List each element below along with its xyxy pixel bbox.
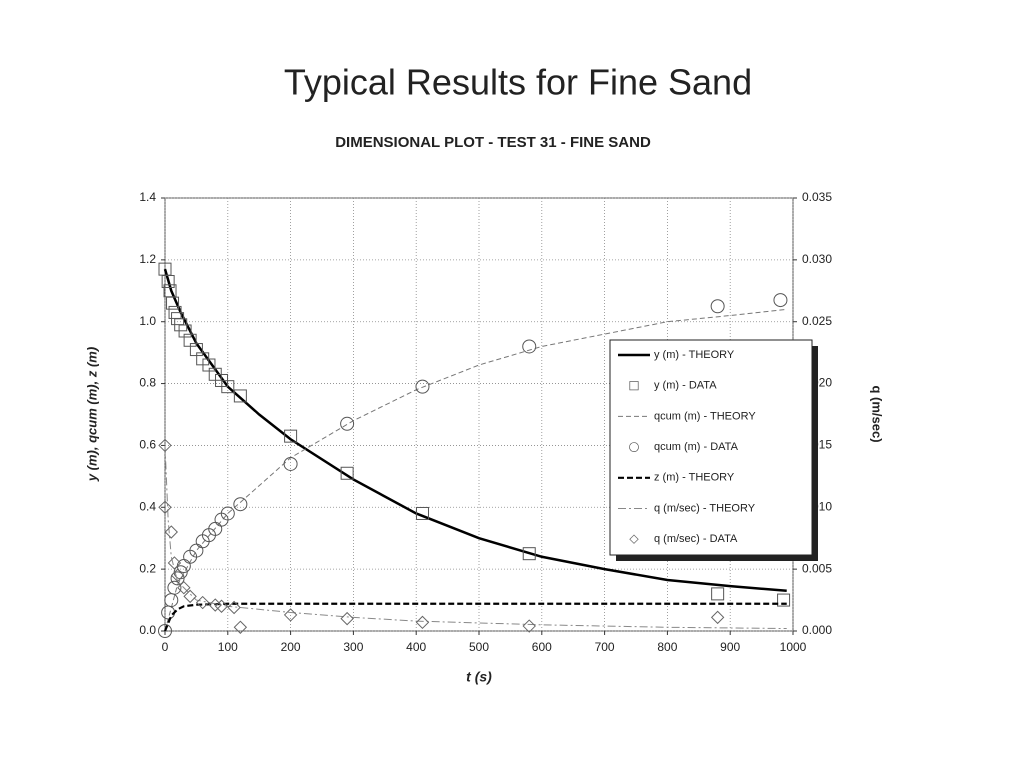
diamond-marker — [158, 438, 172, 453]
diamond-marker — [183, 589, 197, 604]
diamond-marker — [158, 500, 172, 514]
diamond-marker — [164, 525, 178, 539]
legend-label: qcum (m) - DATA — [654, 441, 739, 453]
square-marker — [166, 296, 180, 310]
legend-label: q (m/sec) - DATA — [654, 533, 738, 545]
circle-marker — [158, 624, 172, 638]
circle-marker — [170, 571, 185, 586]
diamond-marker — [233, 620, 248, 634]
square-marker — [233, 389, 247, 403]
y-tick-label: 1.4 — [139, 190, 156, 204]
circle-marker — [233, 497, 248, 512]
x-tick-label: 200 — [281, 640, 301, 654]
diamond-marker — [340, 611, 354, 626]
y-tick-label: 0.8 — [139, 376, 156, 390]
x-tick-label: 0 — [162, 640, 169, 654]
diamond-marker — [170, 568, 185, 583]
y-tick-label: 0.2 — [139, 561, 156, 575]
x-tick-label: 900 — [720, 640, 740, 654]
legend-label: y (m) - THEORY — [654, 349, 735, 361]
square-marker — [711, 587, 725, 601]
chart-title: DIMENSIONAL PLOT - TEST 31 - FINE SAND — [335, 134, 651, 151]
legend-label: q (m/sec) - THEORY — [654, 502, 756, 514]
circle-marker — [415, 379, 430, 394]
y2-axis-label: q (m/sec) — [870, 385, 885, 442]
legend-label: qcum (m) - THEORY — [654, 410, 756, 422]
square-marker — [178, 324, 192, 338]
y-tick-label: 1.0 — [139, 314, 156, 328]
y-tick-label: 0.0 — [139, 623, 156, 637]
diamond-marker — [629, 534, 639, 544]
square-marker — [161, 275, 175, 289]
x-tick-label: 700 — [595, 640, 615, 654]
y2-tick-label: 0.025 — [802, 314, 832, 328]
diamond-marker — [415, 615, 430, 630]
series-line — [164, 308, 787, 632]
y2-tick-label: 0.005 — [802, 561, 832, 575]
diamond-marker — [710, 610, 725, 625]
y2-tick-label: 0.000 — [802, 623, 832, 637]
circle-marker — [710, 299, 725, 314]
y-axis-label: y (m), qcum (m), z (m) — [84, 347, 99, 482]
x-tick-label: 500 — [469, 640, 489, 654]
diamond-marker — [167, 556, 182, 570]
diamond-marker — [283, 608, 298, 622]
diamond-marker — [195, 595, 210, 610]
y2-tick-label: 0.035 — [802, 190, 832, 204]
y-tick-label: 0.4 — [139, 499, 156, 513]
square-marker — [415, 506, 429, 520]
circle-marker — [522, 339, 537, 354]
x-tick-label: 100 — [218, 640, 238, 654]
circle-marker — [283, 456, 298, 471]
diamond-marker — [214, 599, 229, 613]
x-tick-label: 400 — [406, 640, 426, 654]
x-tick-label: 800 — [657, 640, 677, 654]
x-tick-label: 600 — [532, 640, 552, 654]
diamond-marker — [227, 600, 241, 615]
circle-marker — [629, 442, 639, 453]
circle-marker — [340, 416, 355, 431]
legend-label: z (m) - THEORY — [654, 472, 735, 484]
square-marker — [522, 547, 536, 561]
circle-marker — [773, 293, 788, 308]
x-tick-label: 300 — [343, 640, 363, 654]
y2-tick-label: 0.030 — [802, 252, 832, 266]
legend-box — [609, 339, 813, 556]
circle-marker — [167, 580, 182, 595]
series-line — [163, 602, 787, 632]
square-marker — [340, 466, 354, 480]
x-tick-label: 1000 — [780, 640, 807, 654]
x-axis-label: t (s) — [466, 669, 492, 685]
square-marker — [629, 381, 639, 391]
circle-marker — [220, 506, 235, 521]
diamond-marker — [177, 580, 191, 595]
square-marker — [777, 593, 791, 607]
series-line — [164, 445, 787, 630]
slide-title: Typical Results for Fine Sand — [284, 62, 752, 103]
diamond-marker — [522, 619, 536, 633]
square-marker — [284, 429, 298, 443]
y-tick-label: 1.2 — [139, 252, 156, 266]
y-tick-label: 0.6 — [139, 438, 156, 452]
legend-label: y (m) - DATA — [654, 380, 717, 392]
square-marker — [221, 380, 235, 394]
